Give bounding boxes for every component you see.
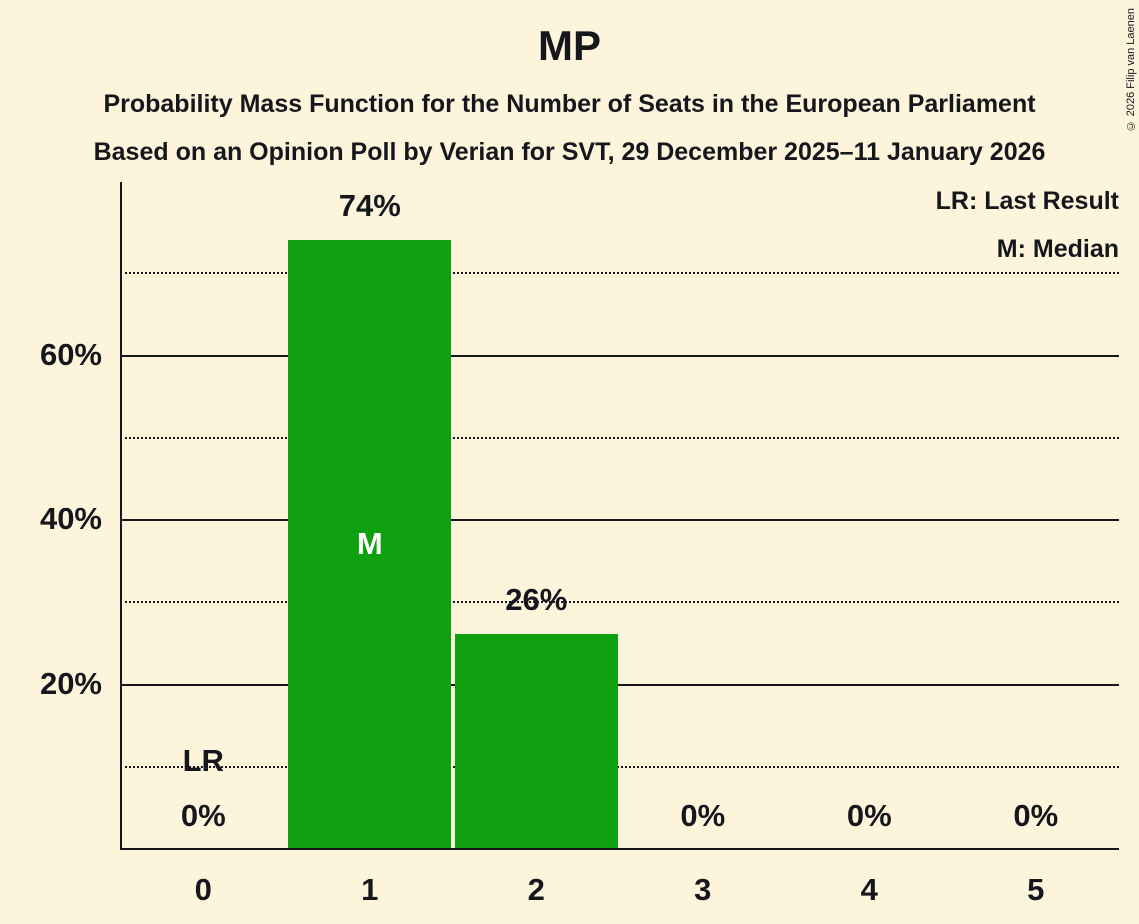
gridline-dotted-10 [120,765,1119,768]
bar-value-label-4: 0% [846,798,892,833]
bar-value-label-5: 0% [1013,798,1059,833]
x-axis-label-4: 4 [860,872,878,907]
x-axis-label-5: 5 [1027,872,1045,907]
gridline-dotted-30 [120,601,1119,604]
x-axis-label-0: 0 [194,872,212,907]
gridline-solid-40 [120,519,1119,522]
bar-value-label-3: 0% [680,798,726,833]
gridline-dotted-50 [120,436,1119,439]
chart-subtitle-line1: Probability Mass Function for the Number… [103,90,1036,118]
y-axis-tick-label-40%: 40% [39,501,102,537]
bar-value-label-1: 74% [338,187,401,223]
y-axis-line [120,182,122,848]
x-axis-label-3: 3 [694,872,712,907]
bar-seats-1 [288,239,452,848]
y-axis-tick-label-20%: 20% [39,665,102,701]
median-marker: M [356,525,383,561]
y-axis-tick-label-60%: 60% [39,336,102,372]
bar-seats-2 [454,634,618,848]
legend-median: M: Median [996,235,1119,263]
gridline-dotted-70 [120,272,1119,275]
x-axis-label-2: 2 [527,872,545,907]
chart-title: MP [538,22,601,69]
x-axis-line [120,848,1119,850]
bar-value-label-2: 26% [505,582,568,618]
gridline-solid-60 [120,354,1119,357]
last-result-marker: LR [182,742,224,778]
gridline-solid-20 [120,683,1119,686]
bar-value-label-0: 0% [180,798,226,833]
x-axis-label-1: 1 [361,872,379,907]
legend-last-result: LR: Last Result [935,187,1119,215]
chart-subtitle-line2: Based on an Opinion Poll by Verian for S… [93,138,1046,166]
